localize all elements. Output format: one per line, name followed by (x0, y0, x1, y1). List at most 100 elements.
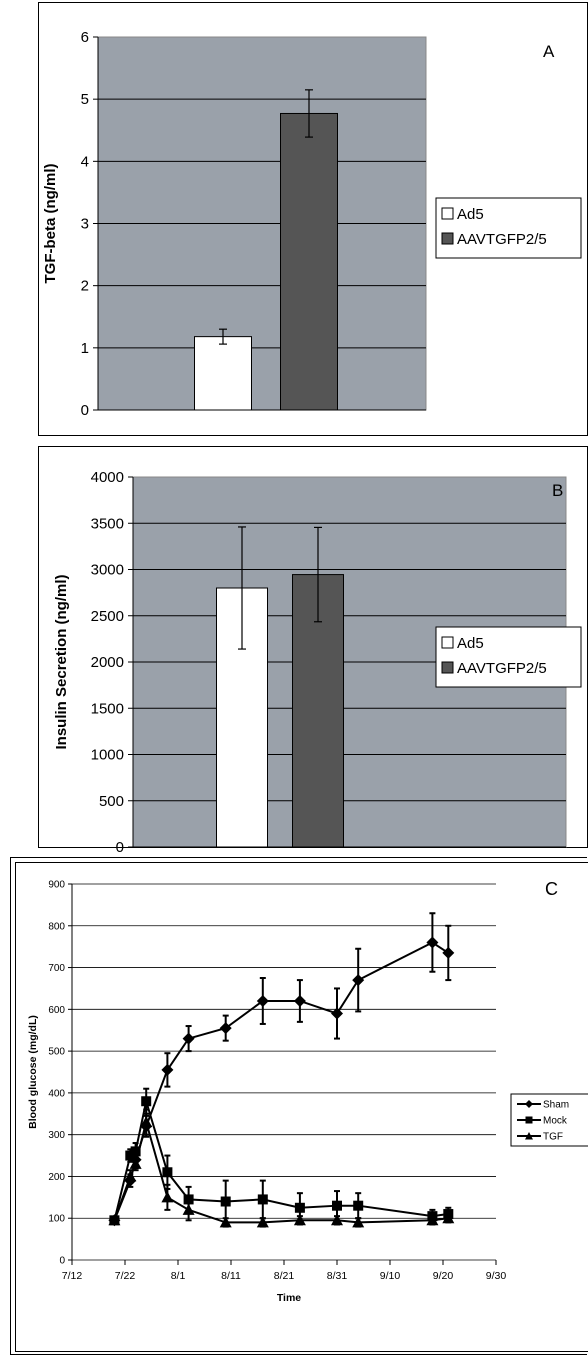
data-point-triangle (256, 1216, 269, 1228)
data-point-diamond (331, 1007, 343, 1020)
chart-c-svg: 0 100 200 300 400 500 600 700 800 900 7/12 7/22 8/1 8… (27, 879, 588, 1304)
legend-marker-diamond (525, 1100, 533, 1108)
x-tick-label: 9/30 (486, 1270, 507, 1282)
x-tick-label: 8/31 (327, 1270, 348, 1282)
series-mock (109, 1087, 454, 1226)
y-tick-label: 0 (59, 1256, 65, 1267)
y-tick-label: 1 (81, 340, 89, 357)
legend-label: AAVTGFP2/5 (457, 231, 547, 248)
y-tick-label: 1500 (91, 700, 124, 717)
series-tgf (108, 1108, 455, 1228)
series-line (113, 941, 449, 1221)
y-tick-label: 800 (48, 921, 65, 932)
legend-label: TGF (543, 1132, 563, 1143)
y-tick-label: 700 (48, 963, 65, 974)
x-axis-title: Time (277, 1292, 301, 1304)
y-tick-label: 1000 (91, 747, 124, 764)
y-axis-title: Insulin Secretion (ng/ml) (53, 574, 70, 749)
panel-c: 0 100 200 300 400 500 600 700 800 900 7/12 7/22 8/1 8… (10, 857, 588, 1355)
data-point-diamond (108, 1214, 121, 1227)
x-tick-label: 9/20 (433, 1270, 454, 1282)
data-point-square (353, 1200, 364, 1211)
legend-swatch (441, 232, 454, 245)
data-point-diamond (256, 994, 269, 1007)
y-tick-label: 2000 (91, 654, 124, 671)
y-tick-label: 3000 (91, 562, 124, 579)
panel-a: 0 1 2 3 4 5 6 TGF-beta (ng/ml) A Ad5 AAVTGFP2/5 (38, 2, 588, 436)
data-point-square (183, 1194, 194, 1205)
data-point-diamond (426, 936, 439, 949)
y-axis-title: TGF-beta (ng/ml) (42, 164, 59, 284)
data-point-diamond (182, 1032, 195, 1045)
panel-b: 0 500 1000 1500 2000 2500 3000 3500 4000 Insulin … (38, 446, 588, 856)
y-tick-label: 200 (48, 1172, 65, 1183)
data-point-diamond (293, 994, 306, 1007)
data-point-square (125, 1150, 136, 1161)
data-point-square (294, 1202, 305, 1213)
legend-marker (525, 1116, 533, 1124)
y-tick-label: 2500 (91, 608, 124, 625)
y-tick-label: 500 (99, 793, 124, 810)
legend-label: Ad5 (457, 635, 484, 652)
y-tick-label: 6 (81, 29, 89, 46)
series-line (113, 1100, 449, 1221)
x-tick-label: 9/10 (380, 1270, 401, 1282)
y-tick-label: 5 (81, 91, 89, 108)
legend-marker (525, 1100, 533, 1108)
x-tick-label: 8/21 (274, 1270, 295, 1282)
data-point-triangle (161, 1191, 174, 1203)
legend-swatch (441, 636, 454, 649)
data-point-diamond (352, 974, 365, 987)
chart-b-svg: 0 500 1000 1500 2000 2500 3000 3500 4000 Insulin … (53, 469, 582, 856)
legend-label: Ad5 (457, 206, 484, 223)
data-point-square (162, 1167, 173, 1178)
legend-marker-square (525, 1116, 533, 1124)
legend-marker-triangle (525, 1132, 533, 1140)
chart-a-svg: 0 1 2 3 4 5 6 TGF-beta (ng/ml) A Ad5 AAVTGFP2/5 (42, 29, 582, 419)
legend-swatch (441, 661, 454, 674)
x-tick-label: 8/11 (221, 1270, 241, 1282)
data-point-diamond (140, 1120, 153, 1133)
y-tick-label: 0 (81, 402, 89, 419)
data-point-triangle (352, 1216, 365, 1228)
data-point-square (332, 1200, 342, 1211)
data-point-square (141, 1096, 152, 1107)
y-tick-label: 3 (81, 216, 89, 233)
panel-label: B (552, 481, 563, 500)
x-tick-label: 7/22 (115, 1270, 136, 1282)
y-tick-label: 900 (48, 880, 65, 891)
data-point-square (443, 1209, 454, 1220)
panel-c-inner-border (15, 862, 588, 1352)
y-axis-title: Blood glucose (mg/dL) (27, 1015, 39, 1129)
y-tick-label: 600 (48, 1005, 65, 1016)
legend-swatch (441, 207, 454, 220)
y-tick-label: 4 (81, 153, 89, 170)
legend-marker (525, 1132, 533, 1140)
y-tick-label: 500 (48, 1047, 65, 1058)
legend-label: Mock (543, 1116, 568, 1127)
legend-box (435, 197, 582, 259)
data-point-diamond (442, 946, 455, 959)
x-tick-label: 8/1 (171, 1270, 186, 1282)
panel-label: C (545, 879, 558, 899)
data-point-square (257, 1194, 268, 1205)
legend-label: AAVTGFP2/5 (457, 660, 547, 677)
y-tick-label: 300 (48, 1130, 65, 1141)
bar-ad5 (194, 336, 252, 411)
legend-box (435, 626, 582, 688)
x-tick-label: 7/12 (62, 1270, 83, 1282)
y-tick-label: 3500 (91, 515, 124, 532)
data-point-square (427, 1211, 438, 1222)
y-tick-label: 4000 (91, 469, 124, 486)
y-tick-label: 0 (116, 839, 124, 856)
data-point-diamond (129, 1153, 142, 1166)
y-tick-label: 400 (48, 1088, 65, 1099)
data-point-diamond (124, 1174, 137, 1187)
panel-label: A (543, 42, 555, 61)
y-tick-label: 100 (48, 1214, 65, 1225)
y-tick-label: 2 (81, 278, 89, 295)
data-point-diamond (219, 1022, 232, 1035)
legend-label: Sham (543, 1100, 569, 1111)
data-point-square (220, 1196, 231, 1207)
bar-aavtgfp2-5 (280, 112, 338, 411)
